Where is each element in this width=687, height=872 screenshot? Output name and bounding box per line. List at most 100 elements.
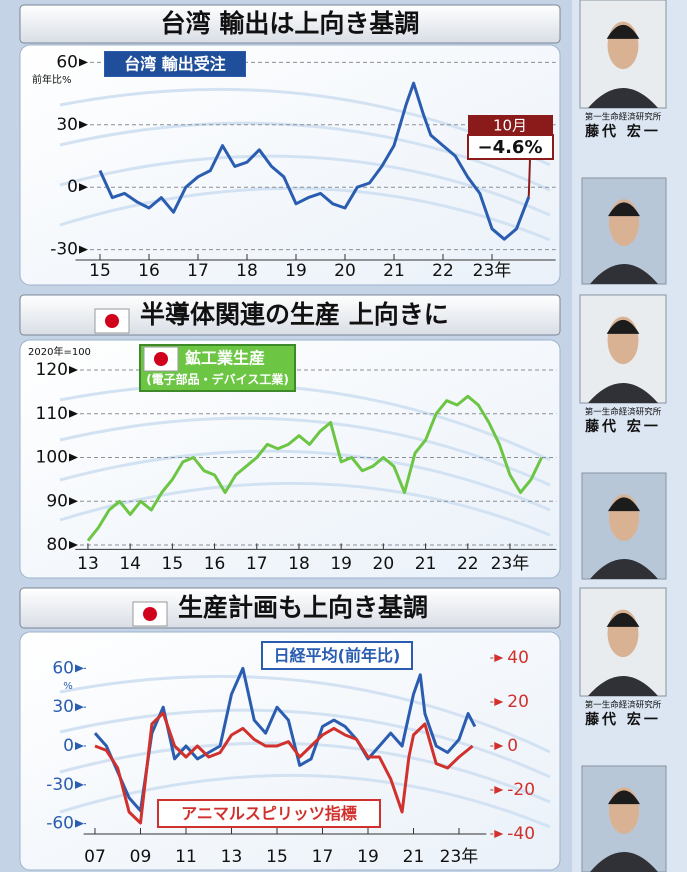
photo-hair [606,612,640,627]
x-tick-label: 17 [312,847,334,867]
tick-marker [69,541,78,550]
photo-body [588,88,658,108]
x-tick-label: 17 [246,554,268,574]
y-tick-label: 30 [56,115,78,135]
x-tick-label: 21 [383,261,405,281]
photo-body [588,676,658,696]
photo-hair [608,202,640,217]
chart-title: 台湾 輸出は上向き基調 [161,9,420,38]
x-tick-label: 15 [266,847,288,867]
photo-body [590,559,658,579]
panel-swirl [59,774,551,829]
x-tick-label: 21 [415,554,437,574]
series-line [94,711,474,825]
x-tick-label: 19 [357,847,379,867]
y-unit: % [63,681,73,692]
y-tick-label: 90 [46,491,68,511]
x-tick-label: 18 [236,261,258,281]
legend-fill [105,52,245,76]
x-tick-label: 23年 [440,847,479,867]
legend-label: 台湾 輸出受注 [124,55,226,74]
y-tick-label: 100 [36,448,68,468]
x-tick-label: 22 [432,261,454,281]
tick-marker [69,366,78,375]
x-tick-label: 16 [138,261,160,281]
x-tick-label: 22 [457,554,479,574]
photo-body [588,383,658,403]
x-tick-label: 07 [84,847,106,867]
caption-affiliation: 第一生命経済研究所 [585,700,662,711]
plot-panel [19,44,561,286]
panel-swirl [59,154,551,217]
x-tick-label: 14 [119,554,141,574]
caption-affiliation: 第一生命経済研究所 [585,407,662,418]
y-tick-label: 0 [67,177,78,197]
x-tick-label: 20 [334,261,356,281]
panel-swirl [59,382,551,462]
photo-hair [606,24,640,39]
legend-label: 日経平均(前年比) [274,646,401,665]
panel-swirl [59,121,551,192]
tick-marker [79,245,88,254]
x-tick-label: 09 [130,847,152,867]
x-tick-label: 23年 [473,261,512,281]
y-tick-label: 60 [52,658,74,678]
y2-tick-label: -40 [507,824,535,844]
y-unit: 前年比% [32,73,72,86]
y-tick-label: 0 [63,736,74,756]
photo-hair [606,319,640,334]
y-tick-label: -30 [50,240,78,260]
annotation-body [467,134,554,160]
legend-label: 鉱工業生産 [185,349,265,368]
photo-hair [608,790,640,805]
photo-body [590,852,658,872]
x-tick-label: 15 [162,554,184,574]
y-unit: 2020年=100 [28,345,91,358]
tick-marker [494,742,504,750]
x-tick-label: 23年 [491,554,530,574]
y-tick-label: 60 [56,52,78,72]
series-line [98,81,531,241]
x-tick-label: 21 [403,847,425,867]
series-line [86,394,543,542]
x-tick-label: 20 [373,554,395,574]
title-bar [19,294,561,336]
caption-name: 藤代 宏一 [585,123,661,140]
photo-hair [608,497,640,512]
flag-sun [154,352,168,366]
y2-tick-label: 20 [507,692,529,712]
tick-marker [75,664,84,673]
caption-name: 藤代 宏一 [585,711,661,728]
tick-marker [79,120,88,129]
annotation-label: 10月 [493,117,527,135]
x-tick-label: 17 [187,261,209,281]
y-tick-label: 30 [52,697,74,717]
plot-panel [19,631,561,871]
flag-sun [105,314,119,328]
panel-swirl [59,674,551,754]
tick-marker [75,742,84,750]
annotation-head [468,115,553,135]
title-bar [19,4,561,44]
y-tick-label: 110 [36,404,68,424]
x-tick-label: 19 [330,554,352,574]
tick-marker [69,409,78,418]
sidebar-bg [572,0,687,872]
x-tick-label: 11 [175,847,197,867]
series-line [93,666,477,813]
panel-swirl [59,449,551,512]
y2-tick-label: 0 [507,736,518,756]
x-tick-label: 18 [288,554,310,574]
legend-note: (電子部品・デバイス工業) [146,372,289,387]
flag-sun [143,607,157,621]
annotation-leader [527,158,531,197]
tick-marker [79,183,88,192]
x-tick-label: 16 [204,554,226,574]
tick-marker [494,830,504,838]
chart-title: 半導体関連の生産 上向きに [140,300,449,329]
panel-swirl [59,416,551,487]
plot-panel [19,339,561,579]
caption-affiliation: 第一生命経済研究所 [585,112,662,123]
